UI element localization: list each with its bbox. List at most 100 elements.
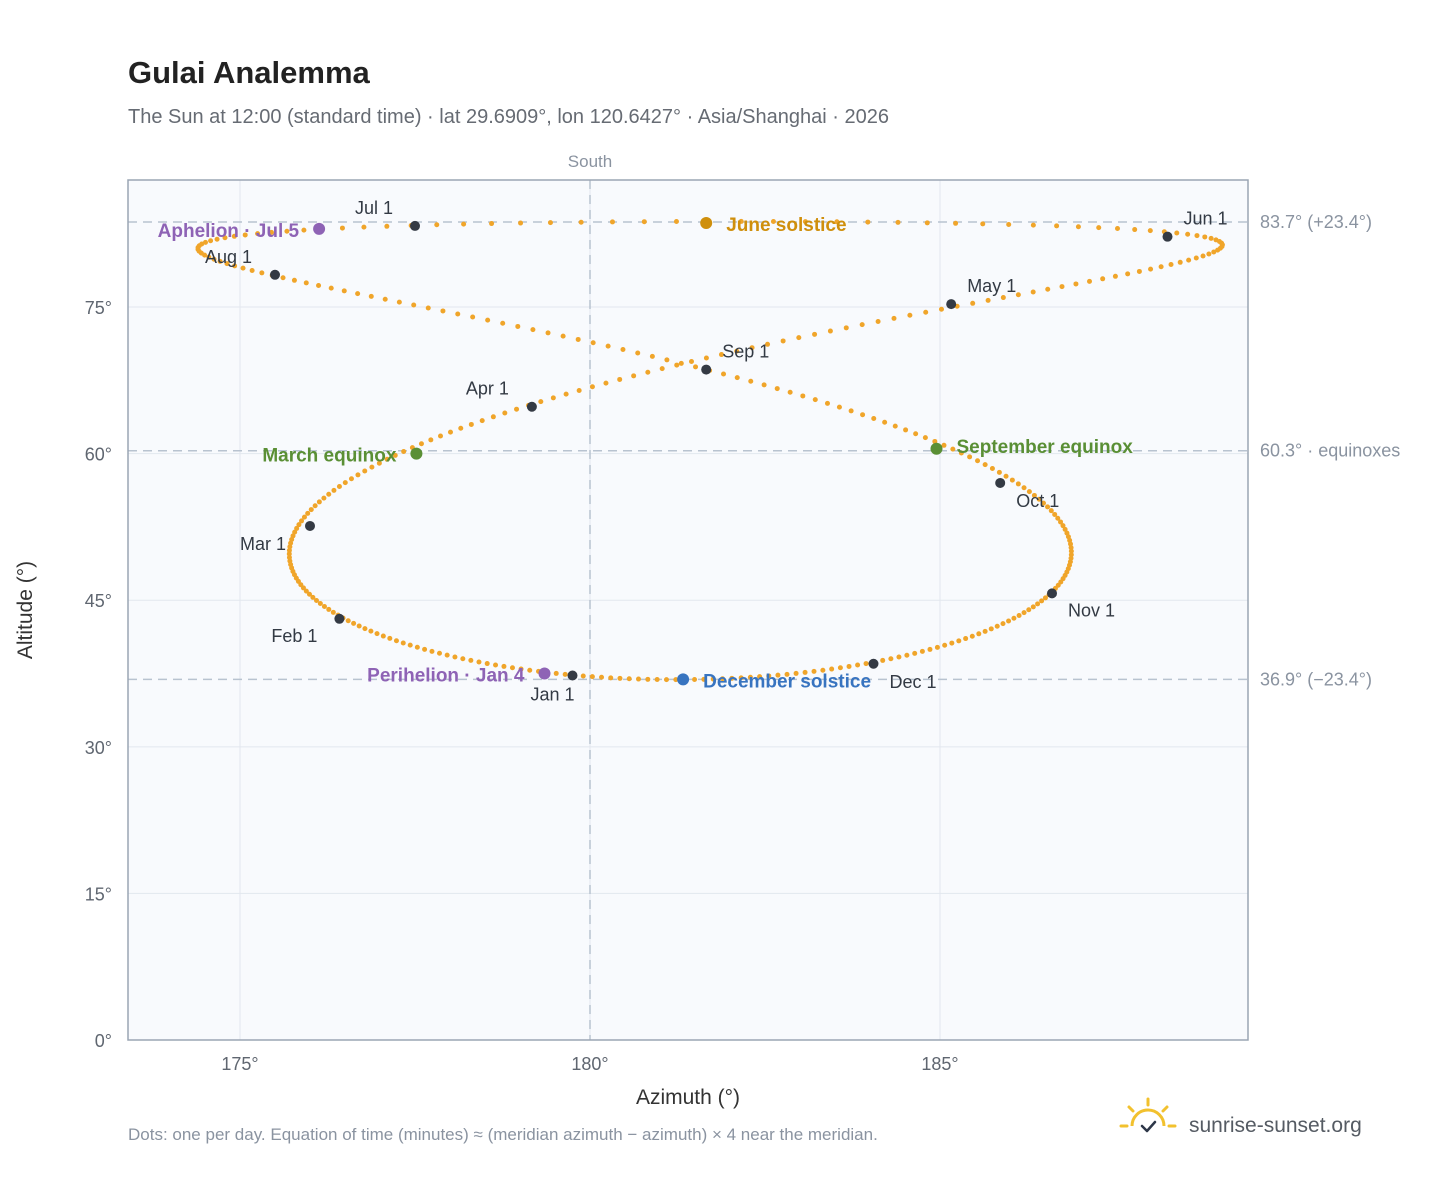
daily-sun-dot: [434, 222, 440, 228]
daily-sun-dot: [436, 650, 442, 656]
daily-sun-dot: [811, 668, 817, 674]
daily-sun-dot: [518, 220, 524, 226]
daily-sun-dot: [649, 353, 655, 359]
daily-sun-dot: [509, 665, 515, 671]
daily-sun-dot: [796, 335, 802, 341]
chart-title: Gulai Analemma: [128, 55, 371, 90]
daily-sun-dot: [341, 288, 347, 294]
daily-sun-dot: [211, 256, 217, 262]
daily-sun-dot: [502, 410, 508, 416]
daily-sun-dot: [316, 499, 322, 505]
daily-sun-dot: [907, 312, 913, 318]
daily-sun-dot: [1026, 489, 1032, 495]
daily-sun-dot: [802, 219, 808, 225]
daily-sun-dot: [1208, 235, 1214, 241]
daily-sun-dot: [575, 336, 581, 342]
daily-sun-dot: [871, 415, 877, 421]
daily-sun-dot: [1058, 519, 1064, 525]
daily-sun-dot: [855, 662, 861, 668]
daily-sun-dot: [922, 435, 928, 441]
daily-sun-dot: [208, 238, 214, 244]
daily-sun-dot: [538, 399, 544, 405]
daily-sun-dot: [387, 635, 393, 641]
daily-sun-dot: [836, 404, 842, 410]
daily-sun-dot: [802, 669, 808, 675]
event-marker: [930, 442, 943, 455]
chart-subtitle: The Sun at 12:00 (standard time) · lat 2…: [128, 106, 889, 128]
daily-sun-dot: [1186, 257, 1192, 263]
daily-sun-dot: [292, 529, 298, 535]
daily-sun-dot: [664, 357, 670, 363]
daily-sun-dot: [224, 261, 230, 267]
x-tick-label: 175°: [221, 1054, 258, 1074]
daily-sun-dot: [1030, 604, 1036, 610]
daily-sun-dot: [1148, 266, 1154, 272]
daily-sun-dot: [560, 333, 566, 339]
daily-sun-dot: [812, 397, 818, 403]
daily-sun-dot: [603, 380, 609, 386]
daily-sun-dot: [460, 656, 466, 662]
daily-sun-dot: [674, 362, 680, 368]
daily-sun-dot: [748, 378, 754, 384]
daily-sun-dot: [501, 663, 507, 669]
daily-sun-dot: [860, 412, 866, 418]
daily-sun-dot: [605, 343, 611, 349]
daily-sun-dot: [214, 236, 220, 242]
daily-sun-dot: [1052, 511, 1058, 517]
daily-sun-dot: [859, 322, 865, 328]
daily-sun-dot: [989, 465, 995, 471]
y-tick-label: 60°: [85, 445, 112, 465]
daily-sun-dot: [490, 414, 496, 420]
month-marker-label: Jun 1: [1184, 209, 1228, 229]
x-tick-label: 180°: [571, 1054, 608, 1074]
daily-sun-dot: [720, 676, 726, 682]
daily-sun-dot: [326, 606, 332, 612]
daily-sun-dot: [982, 462, 988, 468]
daily-sun-dot: [485, 317, 491, 323]
daily-sun-dot: [303, 588, 309, 594]
event-label: December solstice: [703, 671, 871, 692]
daily-sun-dot: [967, 454, 973, 460]
daily-sun-dot: [1194, 233, 1200, 239]
daily-sun-dot: [489, 221, 495, 227]
event-label: June solstice: [726, 215, 846, 236]
daily-sun-dot: [846, 663, 852, 669]
daily-sun-dot: [1193, 255, 1199, 261]
daily-sun-dot: [938, 306, 944, 312]
month-marker-label: Feb 1: [271, 626, 317, 646]
daily-sun-dot: [476, 659, 482, 665]
daily-sun-dot: [249, 267, 255, 273]
daily-sun-dot: [374, 631, 380, 637]
month-marker-label: Oct 1: [1016, 491, 1059, 511]
daily-sun-dot: [396, 299, 402, 305]
daily-sun-dot: [765, 341, 771, 347]
daily-sun-dot: [330, 609, 336, 615]
daily-sun-dot: [761, 382, 767, 388]
event-marker: [410, 447, 423, 460]
daily-sun-dot: [738, 675, 744, 681]
event-label: Aphelion · Jul 5: [158, 221, 300, 242]
daily-sun-dot: [903, 427, 909, 433]
daily-sun-dot: [1054, 223, 1060, 229]
month-marker-label: May 1: [967, 276, 1016, 296]
daily-sun-dot: [493, 662, 499, 668]
daily-sun-dot: [996, 469, 1002, 475]
daily-sun-dot: [217, 258, 223, 264]
daily-sun-dot: [793, 670, 799, 676]
daily-sun-dot: [1174, 230, 1180, 236]
daily-sun-dot: [296, 522, 302, 528]
daily-sun-dot: [356, 623, 362, 629]
daily-sun-dot: [553, 670, 559, 676]
daily-sun-dot: [1021, 485, 1027, 491]
daily-sun-dot: [824, 400, 830, 406]
daily-sun-dot: [259, 270, 265, 276]
daily-sun-dot: [317, 601, 323, 607]
daily-sun-dot: [444, 652, 450, 658]
daily-sun-dot: [1168, 262, 1174, 268]
daily-sun-dot: [1035, 601, 1041, 607]
daily-sun-dot: [659, 366, 665, 372]
daily-sun-dot: [355, 291, 361, 297]
daily-sun-dot: [563, 391, 569, 397]
daily-sun-dot: [895, 219, 901, 225]
daily-sun-dot: [562, 671, 568, 677]
